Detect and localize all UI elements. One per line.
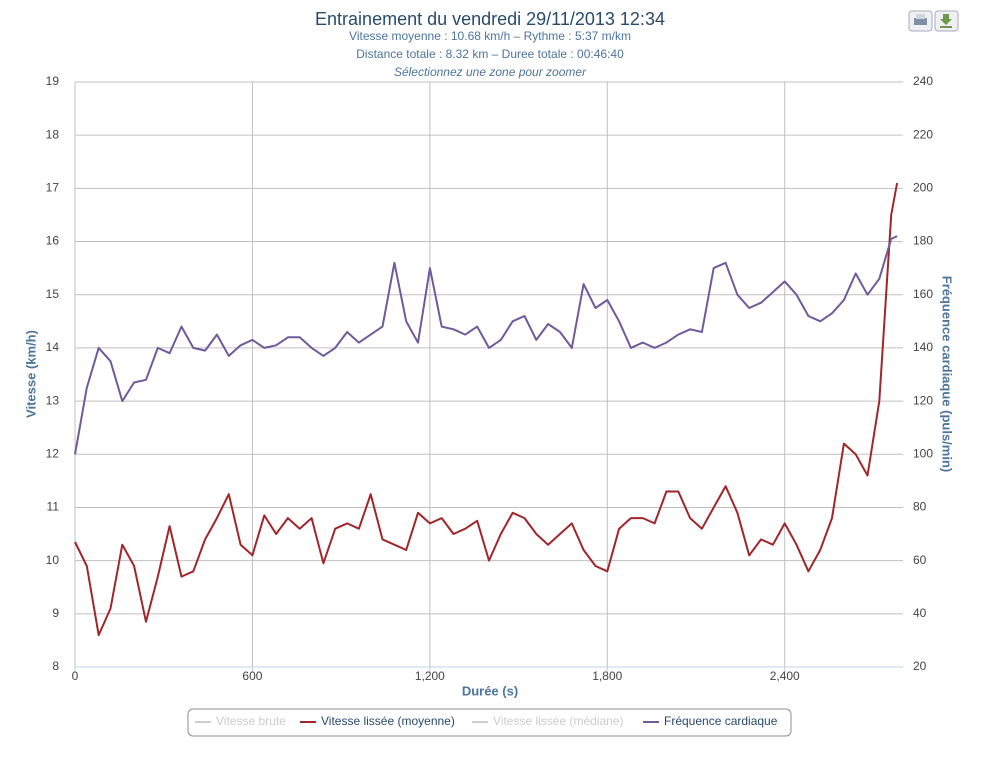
x-axis-title: Durée (s) [462,683,518,698]
y-tick-label: 8 [52,659,59,673]
y2-tick-label: 180 [913,234,933,248]
subtitle: Vitesse moyenne : 10.68 km/h – Rythme : … [349,29,631,43]
y-tick-label: 17 [46,181,60,195]
series-line [74,182,899,637]
y-tick-label: 16 [46,234,60,248]
series-line [74,235,898,455]
y-tick-label: 9 [52,606,59,620]
legend-label[interactable]: Fréquence cardiaque [664,714,778,728]
y2-tick-label: 20 [913,659,927,673]
chart-title: Entrainement du vendredi 29/11/2013 12:3… [315,9,665,29]
y-axis-title: Vitesse (km/h) [23,330,38,418]
x-tick-label: 1,800 [592,669,622,683]
y-tick-label: 18 [46,127,60,141]
subtitle: Distance totale : 8.32 km – Duree totale… [356,47,624,61]
y2-tick-label: 240 [913,74,933,88]
x-tick-label: 0 [72,669,79,683]
y2-tick-label: 120 [913,393,933,407]
y2-tick-label: 40 [913,606,927,620]
y2-tick-label: 220 [913,127,933,141]
x-tick-label: 1,200 [415,669,445,683]
y-tick-label: 14 [46,340,60,354]
subtitle: Sélectionnez une zone pour zoomer [394,65,587,79]
y2-tick-label: 160 [913,287,933,301]
y-tick-label: 15 [46,287,60,301]
export-button[interactable] [934,10,959,32]
x-tick-label: 600 [242,669,262,683]
legend-label[interactable]: Vitesse brute [216,714,286,728]
y2-axis-title: Fréquence cardiaque (puls/min) [940,276,955,473]
y2-tick-label: 60 [913,553,927,567]
x-tick-label: 2,400 [770,669,800,683]
y-tick-label: 13 [46,393,60,407]
y-tick-label: 12 [46,446,60,460]
y2-tick-label: 80 [913,500,927,514]
legend-label[interactable]: Vitesse lissée (moyenne) [321,714,455,728]
y-tick-label: 10 [46,553,60,567]
y-tick-label: 11 [47,500,60,514]
y2-tick-label: 140 [913,340,933,354]
y2-tick-label: 100 [913,446,933,460]
print-button[interactable] [908,10,933,32]
legend-label[interactable]: Vitesse lissée (médiane) [493,714,624,728]
legend-box [187,708,792,737]
y2-tick-label: 200 [913,181,933,195]
y-tick-label: 19 [46,74,60,88]
